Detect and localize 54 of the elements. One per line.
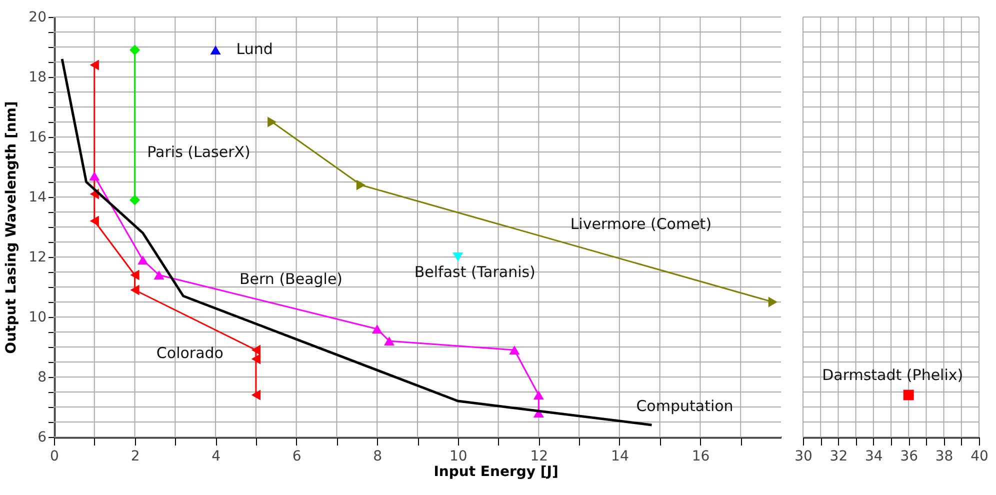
x-tick-label: 10 — [449, 448, 468, 464]
point — [768, 296, 778, 308]
point — [154, 270, 164, 280]
x-tick-label: 14 — [611, 448, 629, 464]
x-tick-label: 6 — [292, 448, 302, 464]
y-tick-label: 16 — [28, 130, 47, 146]
point — [251, 390, 260, 400]
y-tick-label: 12 — [28, 250, 46, 266]
x-tick-label: 4 — [212, 448, 221, 464]
point — [509, 345, 520, 355]
point — [130, 284, 140, 296]
series-label: Livermore (Comet) — [570, 215, 712, 233]
y-tick-label: 20 — [28, 10, 46, 26]
x-tick-label: 8 — [373, 448, 382, 464]
x-tick-label: 38 — [935, 448, 954, 464]
point — [384, 336, 394, 346]
point — [90, 216, 99, 226]
point — [90, 60, 99, 70]
series-label: Belfast (Taranis) — [414, 263, 536, 281]
point — [138, 255, 148, 265]
x-tick-label: 2 — [130, 448, 140, 464]
point — [533, 390, 544, 400]
point — [130, 44, 140, 56]
x-tick-label: 36 — [900, 448, 918, 464]
y-tick-label: 10 — [28, 310, 46, 326]
series-label: Bern (Beagle) — [239, 270, 343, 288]
series-label: Lund — [236, 40, 273, 58]
point — [251, 354, 260, 364]
y-tick-label: 18 — [28, 70, 46, 86]
series-label: Colorado — [156, 344, 224, 362]
x-tick-label: 12 — [530, 448, 548, 464]
y-tick-label: 6 — [38, 430, 47, 446]
point — [89, 171, 100, 181]
point — [130, 270, 140, 280]
series-label: Darmstadt (Phelix) — [822, 366, 964, 384]
y-tick-label: 14 — [28, 190, 47, 206]
x-tick-label: 30 — [794, 448, 812, 464]
point — [372, 324, 382, 334]
y-axis-title: Output Lasing Wavelength [nm] — [4, 101, 20, 354]
x-tick-label: 32 — [830, 448, 848, 464]
x-axis-title: Input Energy [J] — [434, 464, 558, 480]
point — [210, 45, 221, 55]
x-tick-label: 40 — [970, 448, 988, 464]
point — [452, 252, 464, 262]
point — [130, 194, 140, 206]
point — [268, 116, 277, 128]
x-tick-label: 0 — [50, 448, 59, 464]
point — [356, 180, 366, 190]
x-tick-label: 34 — [864, 448, 883, 464]
x-tick-label: 16 — [692, 448, 710, 464]
point — [251, 344, 260, 356]
series-label: Computation — [636, 397, 734, 415]
series-label: Paris (LaserX) — [147, 143, 250, 161]
y-tick-label: 8 — [38, 370, 46, 386]
